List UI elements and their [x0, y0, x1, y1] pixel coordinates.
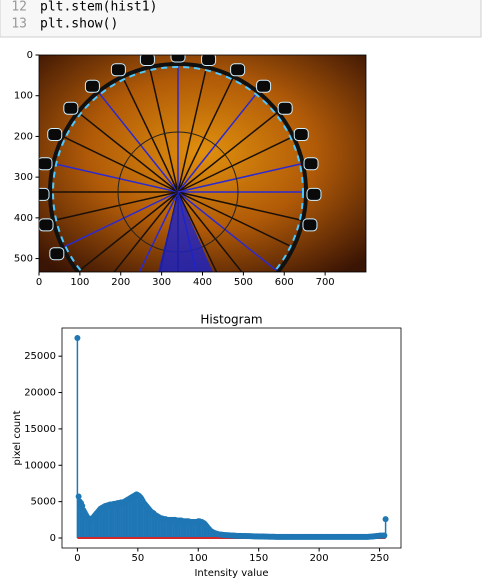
chart-title: Histogram — [200, 313, 262, 327]
spoke — [177, 91, 259, 193]
x-axis-label: Intensity value — [194, 568, 268, 579]
gondola — [306, 187, 322, 201]
y-tick-label: 500 — [14, 254, 33, 265]
x-tick-label: 300 — [152, 277, 171, 288]
x-tick-label: 0 — [74, 553, 80, 564]
code-cell[interactable] — [0, 0, 482, 38]
x-tick-label: 250 — [370, 553, 389, 564]
x-tick-label: 200 — [111, 277, 130, 288]
axes-frame — [61, 327, 402, 549]
spoke — [62, 135, 179, 193]
y-tick-label: 25000 — [24, 351, 56, 362]
spoke — [113, 191, 179, 272]
y-tick-label: 15000 — [24, 424, 56, 435]
y-tick-label: 300 — [14, 172, 33, 183]
spoke — [177, 191, 218, 272]
x-tick-label: 100 — [70, 277, 89, 288]
gondola — [293, 128, 309, 142]
y-axis-label: pixel count — [12, 410, 23, 465]
spoke — [177, 191, 294, 249]
x-tick-label: 400 — [193, 277, 212, 288]
spoke — [177, 76, 235, 193]
spoke — [77, 191, 179, 272]
stem-marker — [74, 335, 81, 341]
gondola — [256, 79, 272, 93]
gondola — [39, 187, 50, 201]
y-tick-label: 10000 — [24, 460, 56, 471]
y-tick-label: 200 — [14, 131, 33, 142]
gondola — [39, 157, 53, 171]
gondola — [277, 101, 293, 115]
gondola — [47, 128, 63, 142]
gondola — [39, 218, 54, 232]
gondola — [139, 55, 155, 66]
code-line: plt.stem(hist1) — [40, 0, 157, 15]
spoke — [97, 91, 179, 193]
x-tick-label: 600 — [275, 277, 294, 288]
y-tick-label: 0 — [50, 533, 56, 544]
y-tick-label: 0 — [27, 50, 33, 61]
gondola — [63, 101, 79, 115]
stem-marker — [75, 493, 82, 500]
gondola — [230, 63, 246, 77]
gondola — [84, 79, 100, 93]
spoke — [177, 111, 279, 193]
spoke — [53, 162, 179, 193]
photo — [39, 55, 366, 272]
gondola — [201, 55, 217, 66]
y-tick-label: 20000 — [24, 388, 56, 399]
spoke — [177, 67, 208, 193]
line-number: 12 — [11, 0, 27, 15]
spoke — [177, 191, 279, 272]
spoke — [148, 67, 179, 193]
support — [158, 192, 213, 272]
x-tick-label: 100 — [189, 553, 208, 564]
axes-frame — [38, 54, 367, 273]
gondola — [303, 157, 319, 171]
spoke — [121, 76, 179, 193]
x-tick-label: 150 — [249, 553, 268, 564]
x-tick-label: 0 — [36, 277, 42, 288]
gondola — [302, 218, 318, 232]
spoke — [77, 111, 179, 193]
spoke — [177, 191, 303, 222]
gondola — [170, 55, 186, 63]
y-tick-label: 400 — [14, 213, 33, 224]
gondola — [110, 63, 126, 77]
spoke — [177, 191, 243, 272]
x-tick-label: 50 — [131, 553, 144, 564]
spoke — [62, 191, 179, 249]
stem-marker — [381, 532, 388, 539]
line-number: 13 — [11, 17, 27, 32]
stem-marker — [382, 516, 389, 523]
y-tick-label: 100 — [14, 91, 33, 102]
x-tick-label: 700 — [316, 277, 335, 288]
x-tick-label: 200 — [310, 553, 329, 564]
spoke — [177, 135, 294, 193]
spoke — [138, 191, 179, 272]
wheel-lights — [52, 66, 304, 272]
y-tick-label: 5000 — [31, 497, 56, 508]
code-line: plt.show() — [40, 17, 118, 32]
spoke — [177, 162, 303, 193]
wheel-rim — [48, 62, 308, 272]
x-tick-label: 500 — [234, 277, 253, 288]
spoke — [53, 191, 179, 222]
gondola — [49, 247, 65, 261]
